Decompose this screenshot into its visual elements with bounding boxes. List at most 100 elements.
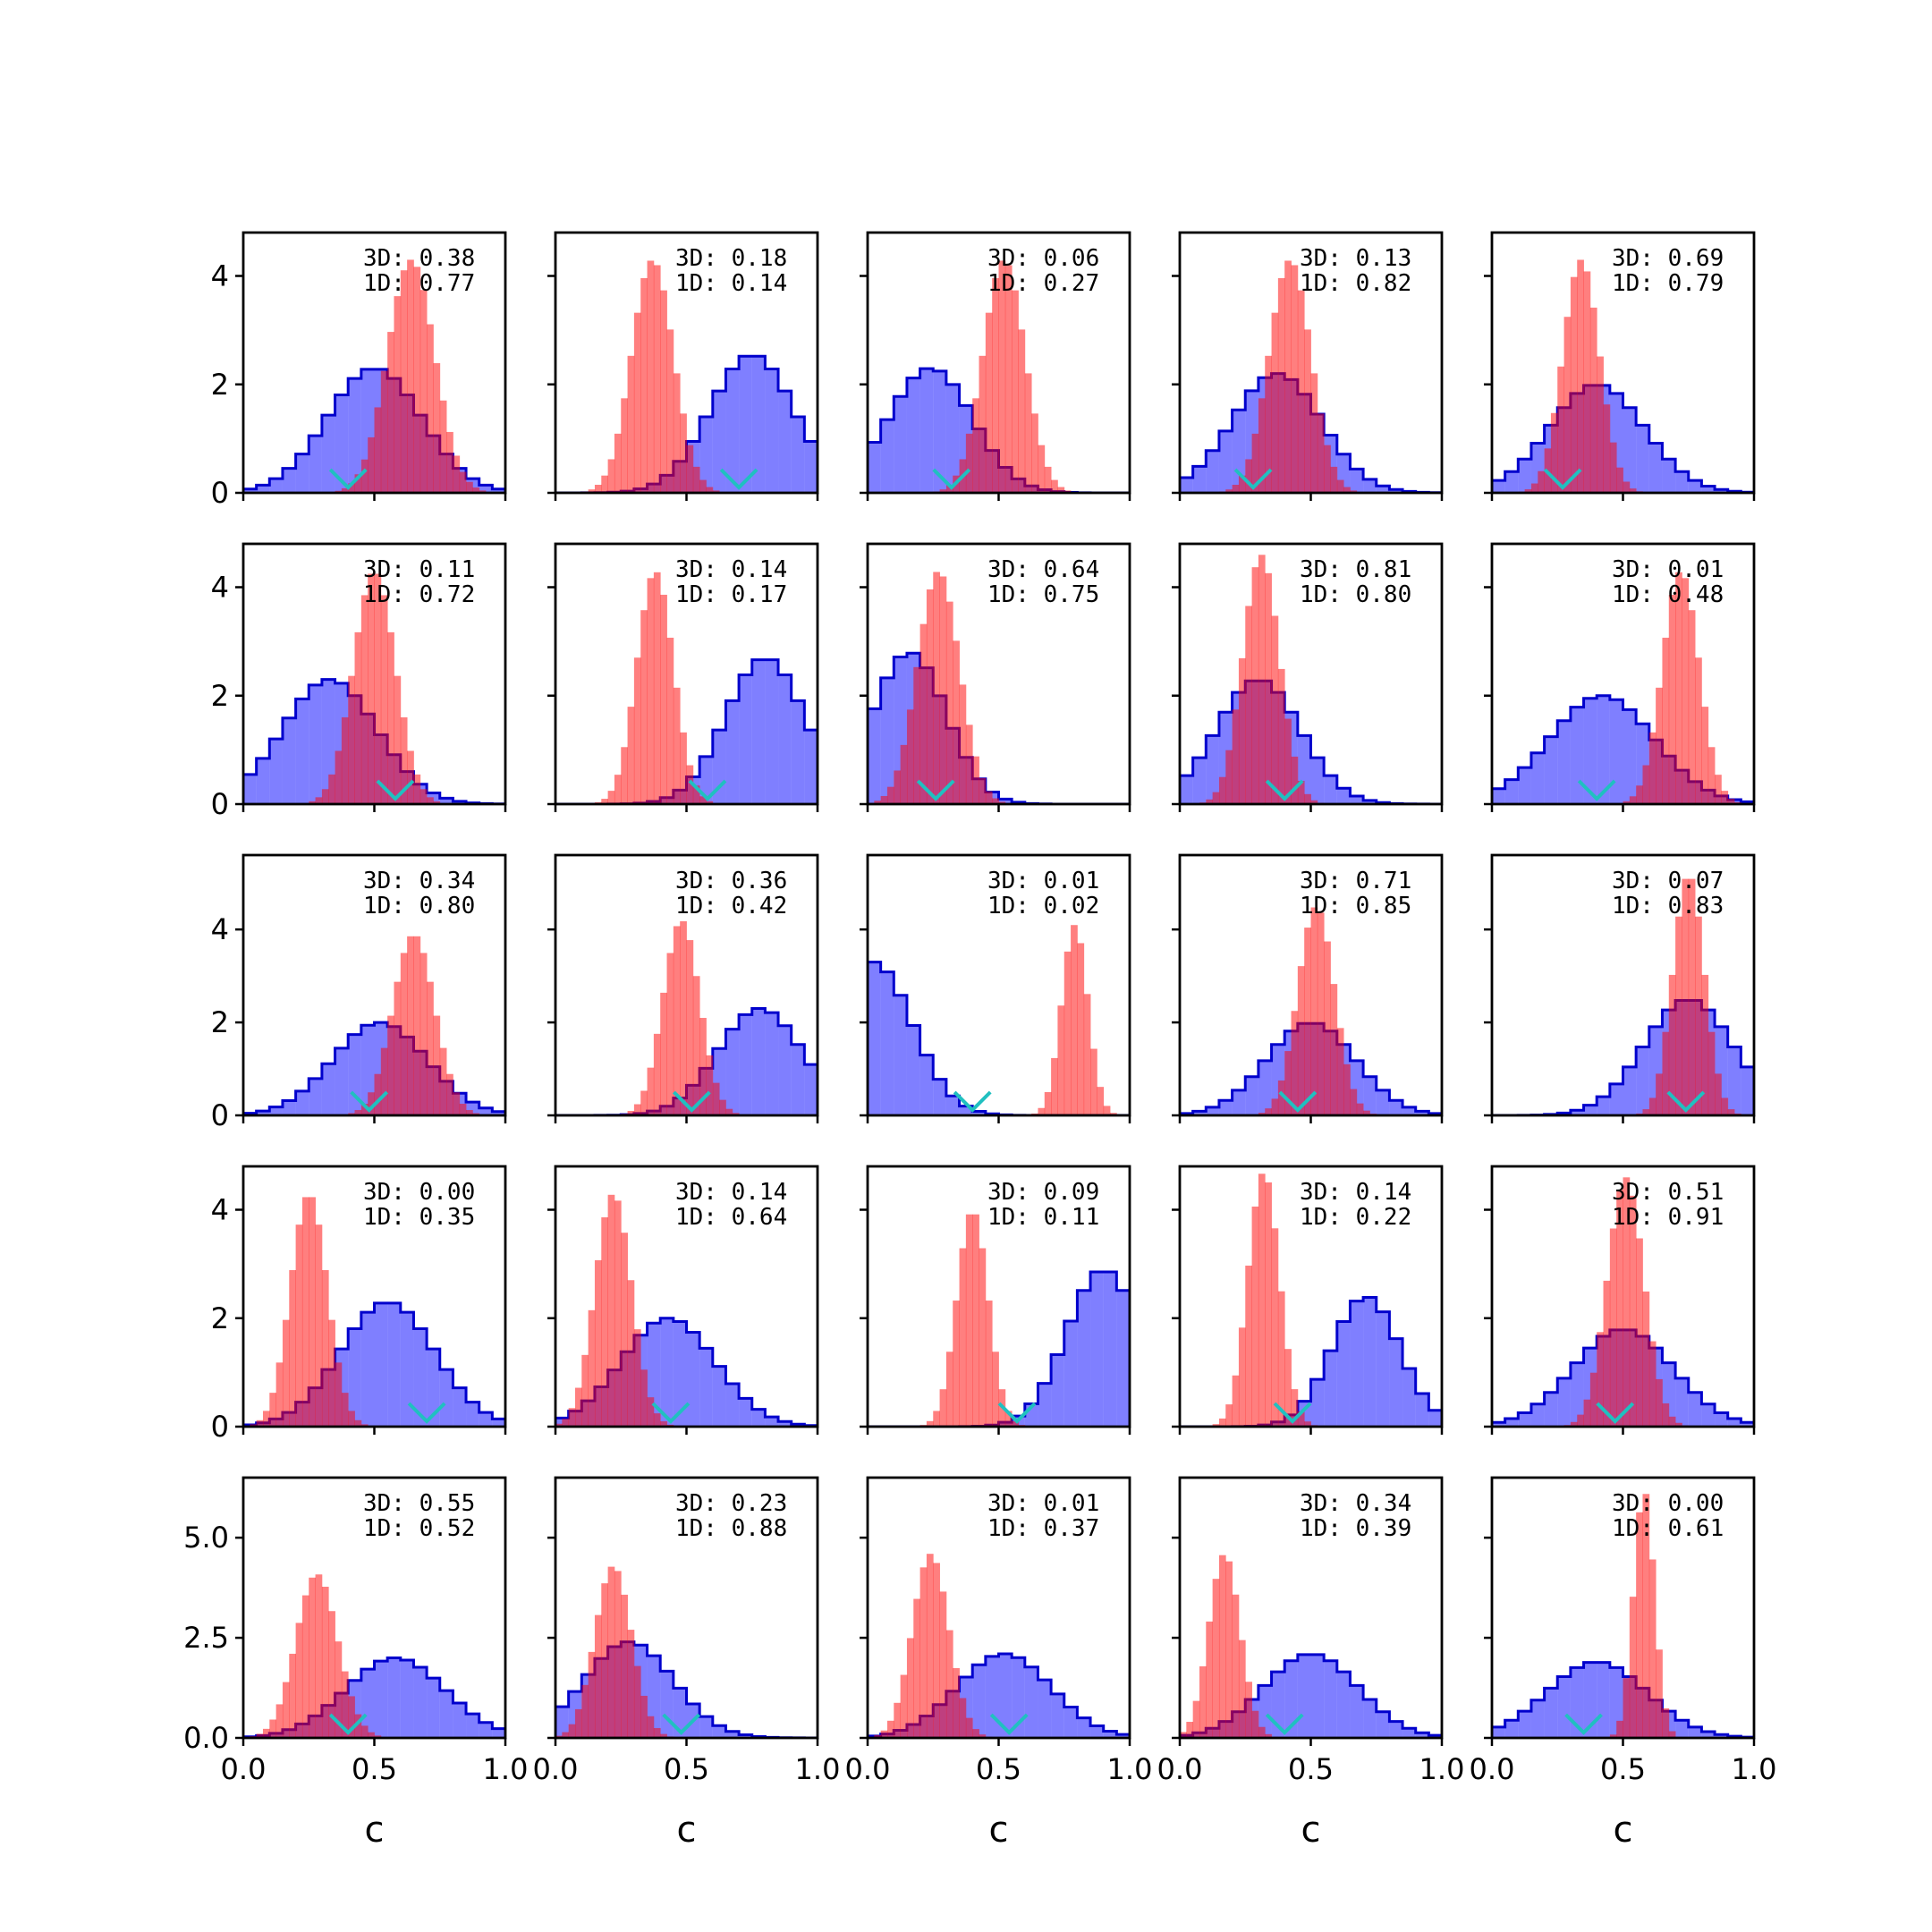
blue-bar: [256, 485, 270, 493]
blue-histogram: [868, 961, 1130, 1115]
x-tick-label: 0.0: [1470, 1752, 1515, 1786]
red-histogram: [1218, 260, 1358, 493]
red-bar: [335, 750, 343, 804]
y-tick-label: 4: [211, 1193, 229, 1227]
red-bar: [1688, 610, 1696, 804]
blue-bar: [686, 1332, 700, 1427]
red-bar: [1297, 290, 1305, 493]
blue-bar: [1675, 1720, 1689, 1738]
red-bar: [341, 487, 349, 493]
red-bar: [289, 1270, 296, 1427]
red-bar: [466, 481, 473, 493]
blue-bar: [466, 1714, 479, 1738]
red-bar: [607, 1566, 615, 1738]
red-bar: [568, 1724, 576, 1738]
red-bar: [1656, 1649, 1663, 1738]
red-bar: [1662, 1031, 1670, 1115]
annotation-1d: 1D: 0.64: [675, 1204, 787, 1231]
annotation-3d: 3D: 0.01: [1612, 556, 1724, 583]
y-tick-label: 2: [211, 1005, 229, 1039]
red-bar: [427, 797, 434, 804]
marker-v: [1278, 1090, 1318, 1113]
blue-bar: [712, 1366, 726, 1427]
red-bar: [1570, 276, 1578, 493]
red-bar: [1350, 1089, 1358, 1115]
blue-bar: [1623, 407, 1637, 493]
blue-bar: [243, 774, 257, 804]
annotation-1d: 1D: 0.82: [1300, 270, 1411, 297]
blue-bar: [1310, 758, 1325, 804]
red-histogram: [1623, 572, 1741, 804]
annotation-3d: 3D: 0.14: [675, 1179, 787, 1206]
blue-bar: [739, 1014, 752, 1115]
red-histogram: [1212, 1174, 1318, 1427]
y-tick-label: 4: [211, 259, 229, 293]
red-bar: [328, 1319, 335, 1427]
blue-bar: [360, 1669, 375, 1738]
red-bar: [466, 1110, 473, 1115]
blue-bar: [1206, 450, 1219, 493]
red-bar: [692, 466, 700, 493]
red-bar: [1642, 1109, 1650, 1115]
red-bar: [1090, 1048, 1097, 1115]
blue-bar: [335, 394, 349, 493]
red-bar: [581, 1354, 589, 1427]
blue-bar: [374, 1661, 388, 1738]
blue-bar: [1662, 459, 1676, 493]
red-bar: [1623, 481, 1631, 493]
red-bar: [1577, 1414, 1584, 1427]
red-bar: [1570, 1421, 1578, 1427]
red-bar: [1063, 951, 1072, 1115]
red-bar: [614, 433, 622, 493]
red-bar: [446, 431, 453, 493]
red-bar: [1629, 796, 1637, 804]
annotation-1d: 1D: 0.83: [1612, 893, 1724, 919]
blue-bar: [1350, 1685, 1364, 1738]
red-bar: [719, 1099, 726, 1115]
red-bar: [1310, 373, 1318, 493]
blue-bar: [868, 442, 881, 493]
red-bar: [939, 576, 947, 804]
red-bar: [394, 675, 402, 804]
annotation-3d: 3D: 0.00: [1612, 1490, 1724, 1517]
red-bar: [1695, 657, 1702, 804]
blue-bar: [699, 1348, 713, 1427]
blue-bar: [1544, 1392, 1558, 1427]
annotation-1d: 1D: 0.72: [363, 581, 475, 608]
red-bar: [640, 610, 648, 804]
blue-bar: [919, 369, 934, 493]
x-tick-label: 0.5: [664, 1752, 709, 1786]
red-bar: [1225, 489, 1233, 493]
annotation-1d: 1D: 0.85: [1300, 893, 1411, 919]
blue-bar: [1727, 1046, 1741, 1115]
red-histogram: [868, 572, 1006, 804]
plot-area: [1492, 1494, 1754, 1738]
annotation-3d: 3D: 0.34: [1300, 1490, 1411, 1517]
blue-bar: [1389, 1338, 1403, 1427]
red-bar: [1258, 555, 1266, 804]
red-bar: [262, 1411, 270, 1427]
red-bar: [1629, 1195, 1637, 1427]
plot-area: [555, 572, 818, 804]
red-bar: [459, 1104, 467, 1115]
blue-bar: [1376, 1311, 1390, 1427]
red-bar: [627, 355, 635, 493]
blue-bar: [725, 1029, 740, 1115]
red-bar: [601, 475, 608, 493]
blue-bar: [1336, 788, 1351, 804]
red-bar: [1284, 718, 1292, 804]
blue-bar: [1192, 758, 1207, 804]
red-bar: [1688, 878, 1696, 1115]
red-bar: [1609, 1734, 1617, 1738]
blue-bar: [1636, 1046, 1649, 1115]
red-bar: [446, 1073, 453, 1115]
red-bar: [1715, 775, 1722, 804]
red-bar: [1291, 756, 1299, 804]
marker-v: [1596, 1402, 1635, 1424]
blue-bar: [335, 1047, 349, 1115]
blue-bar: [1741, 1066, 1754, 1115]
red-bar: [953, 1667, 960, 1738]
annotation-1d: 1D: 0.27: [987, 270, 1099, 297]
blue-bar: [492, 488, 505, 493]
blue-bar: [1363, 1076, 1377, 1115]
